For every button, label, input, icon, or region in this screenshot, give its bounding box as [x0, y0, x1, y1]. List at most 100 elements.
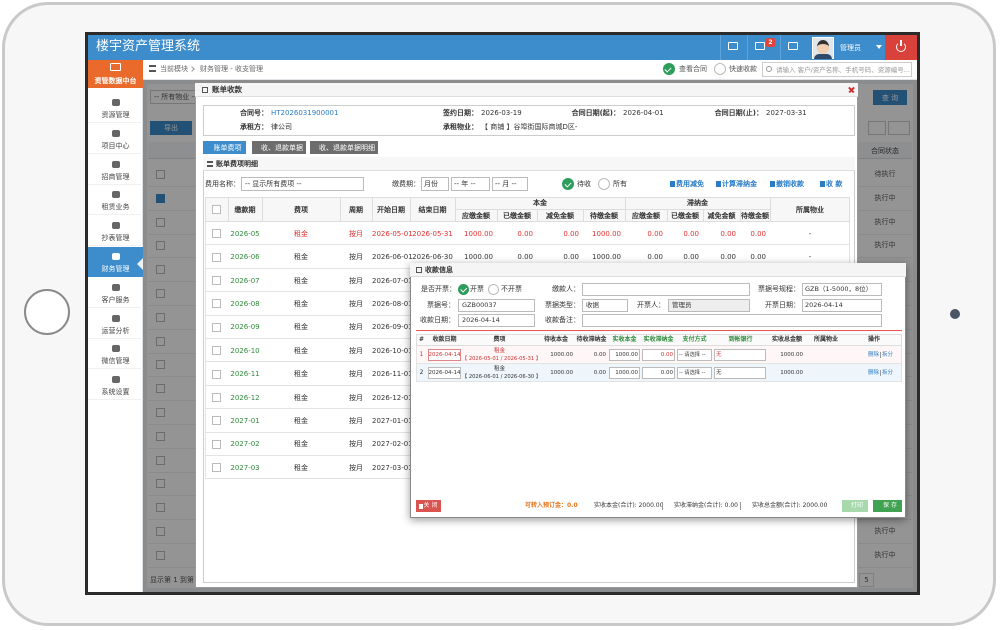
view-contract[interactable]: 查看合同: [679, 65, 707, 73]
user-name[interactable]: 管理员: [840, 44, 861, 52]
row-checkbox[interactable]: [156, 170, 165, 179]
monitor-icon[interactable]: [728, 42, 738, 50]
amount-input[interactable]: [642, 349, 675, 361]
sidebar-item[interactable]: [88, 124, 143, 154]
sidebar-item[interactable]: [88, 278, 143, 308]
row-checkbox[interactable]: [156, 289, 165, 298]
action-link[interactable]: 撤销收款: [776, 180, 804, 188]
delete-link[interactable]: 删除: [868, 352, 880, 358]
toolbar-button[interactable]: [868, 121, 886, 135]
row-checkbox[interactable]: [156, 503, 165, 513]
tab[interactable]: [252, 141, 306, 154]
sidebar-item[interactable]: [88, 309, 143, 339]
row-checkbox[interactable]: [156, 241, 165, 251]
row-checkbox[interactable]: [212, 322, 221, 332]
radio[interactable]: [488, 283, 499, 295]
row-checkbox[interactable]: [212, 393, 221, 402]
row-checkbox[interactable]: [156, 527, 165, 536]
row-checkbox[interactable]: [156, 431, 165, 441]
query-button[interactable]: [873, 90, 907, 105]
row-checkbox[interactable]: [212, 416, 221, 426]
quick-pay[interactable]: 快速收款: [729, 65, 757, 73]
method-select[interactable]: [677, 349, 712, 361]
row-checkbox[interactable]: [212, 252, 221, 262]
row-checkbox[interactable]: [156, 479, 165, 489]
row-checkbox[interactable]: [156, 455, 165, 465]
action-link[interactable]: 收 款: [826, 180, 843, 188]
row-checkbox[interactable]: [156, 360, 165, 370]
action-link[interactable]: 费用减免: [676, 180, 704, 188]
save-button[interactable]: [873, 500, 902, 512]
row-checkbox[interactable]: [156, 312, 165, 322]
bank-select[interactable]: [714, 349, 766, 361]
row-checkbox[interactable]: [212, 299, 221, 309]
amount-input[interactable]: [609, 367, 640, 379]
issuer-input[interactable]: [668, 298, 750, 312]
amount-input[interactable]: [609, 349, 640, 361]
sidebar-item[interactable]: [88, 339, 143, 370]
head-checkbox[interactable]: [212, 205, 221, 214]
row-checkbox[interactable]: [156, 193, 165, 203]
toolbar-button[interactable]: [888, 121, 910, 135]
bell-icon[interactable]: [755, 42, 765, 50]
row-checkbox[interactable]: [156, 550, 165, 560]
period-select-text: -- 年 --: [454, 180, 476, 188]
split-link[interactable]: 拆分: [882, 370, 894, 376]
payer-input[interactable]: [582, 282, 750, 296]
bank-select[interactable]: [714, 367, 766, 379]
sidebar-top[interactable]: [88, 60, 143, 88]
amount: 1000.00: [550, 352, 573, 358]
radio-checked[interactable]: [458, 283, 469, 295]
sidebar-item[interactable]: [88, 185, 143, 216]
row-checkbox[interactable]: [212, 346, 221, 356]
view-contract-icon[interactable]: [663, 63, 675, 75]
delete-link[interactable]: 删除: [868, 370, 880, 376]
row-checkbox[interactable]: [156, 336, 165, 346]
receive-date-input[interactable]: [458, 313, 535, 327]
home-button[interactable]: [24, 289, 70, 335]
tab[interactable]: [203, 141, 246, 154]
radio-checked[interactable]: [562, 178, 574, 190]
row-checkbox[interactable]: [212, 229, 221, 239]
date-box[interactable]: [428, 349, 461, 361]
row-checkbox[interactable]: [156, 384, 165, 394]
row-checkbox[interactable]: [212, 369, 221, 379]
page-button[interactable]: [859, 573, 874, 587]
contract-value[interactable]: HT2026031900001: [271, 109, 339, 117]
rule-select[interactable]: [802, 282, 882, 296]
date-input[interactable]: [802, 298, 882, 312]
row-checkbox[interactable]: [156, 408, 165, 417]
close-button[interactable]: [847, 86, 855, 94]
export-button[interactable]: [150, 121, 192, 135]
amount-input[interactable]: [642, 367, 675, 379]
period-select[interactable]: [451, 177, 490, 191]
method-select[interactable]: [677, 367, 712, 379]
split-link[interactable]: 拆分: [882, 352, 894, 358]
fee-select[interactable]: [241, 177, 364, 191]
period-select[interactable]: [492, 177, 528, 191]
sidebar-item[interactable]: [88, 93, 143, 123]
date-box[interactable]: [428, 367, 461, 379]
row-checkbox[interactable]: [212, 276, 221, 285]
menu-icon[interactable]: [788, 42, 798, 50]
action-link[interactable]: 计算滞纳金: [722, 180, 757, 188]
print-button[interactable]: [842, 500, 868, 512]
row-checkbox[interactable]: [156, 217, 165, 227]
row-checkbox[interactable]: [212, 439, 221, 449]
no-select[interactable]: [458, 298, 535, 312]
radio[interactable]: [598, 178, 610, 190]
tab[interactable]: [310, 141, 378, 154]
search-input[interactable]: [762, 62, 912, 77]
close-button[interactable]: [416, 500, 441, 512]
type-select[interactable]: [582, 298, 628, 312]
period-select[interactable]: [421, 177, 449, 191]
quick-pay-icon[interactable]: [714, 63, 726, 75]
sidebar-item[interactable]: [88, 370, 143, 401]
remark-input[interactable]: [582, 313, 882, 327]
sidebar-item[interactable]: [88, 216, 143, 247]
sidebar-item[interactable]: [88, 247, 143, 277]
row-checkbox[interactable]: [212, 463, 221, 473]
row-checkbox[interactable]: [156, 265, 165, 275]
page-number[interactable]: 5: [864, 576, 869, 584]
sidebar-item[interactable]: [88, 155, 143, 185]
